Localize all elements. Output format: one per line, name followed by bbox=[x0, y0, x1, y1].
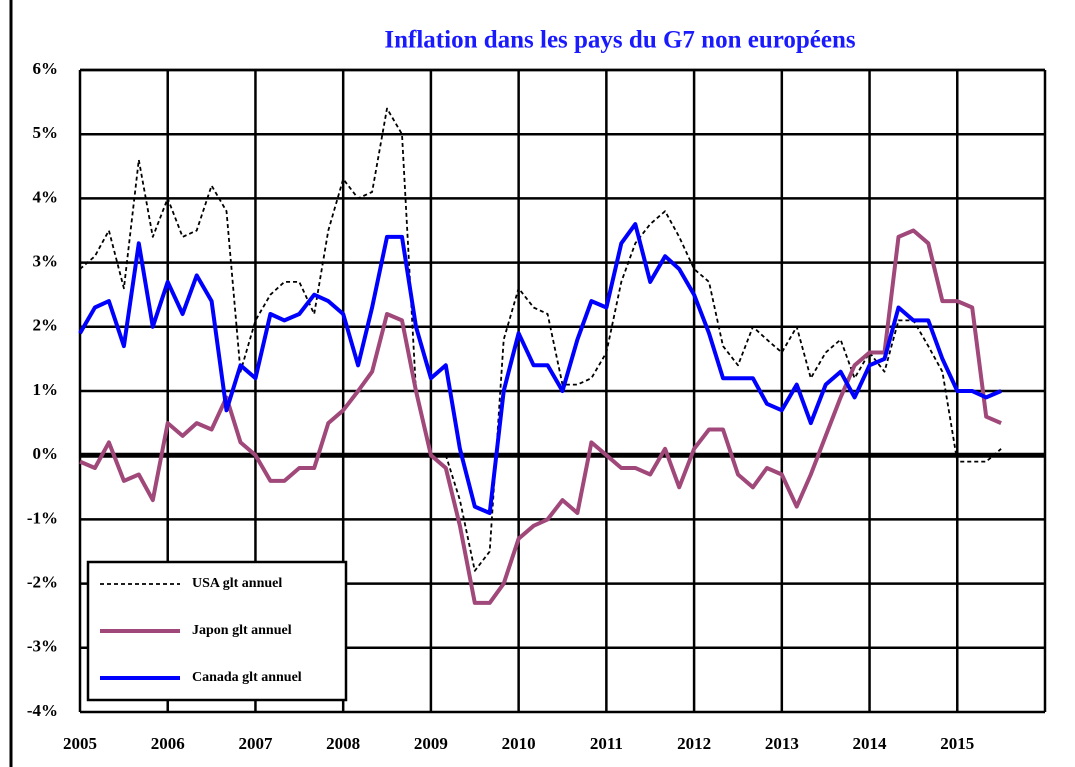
y-tick-label: 1% bbox=[33, 380, 59, 399]
legend-label: Japon glt annuel bbox=[192, 623, 292, 638]
lines bbox=[78, 107, 1002, 605]
y-tick-label: 5% bbox=[33, 123, 59, 142]
y-tick-label: -1% bbox=[27, 508, 58, 527]
x-tick-label: 2015 bbox=[940, 734, 974, 753]
x-tick-label: 2011 bbox=[590, 734, 623, 753]
y-tick-label: -4% bbox=[27, 701, 58, 720]
x-tick-label: 2006 bbox=[151, 734, 185, 753]
x-tick-label: 2007 bbox=[238, 734, 273, 753]
y-tick-label: 3% bbox=[33, 252, 59, 271]
x-tick-label: 2008 bbox=[326, 734, 360, 753]
y-tick-label: -2% bbox=[27, 573, 58, 592]
legend-label: Canada glt annuel bbox=[192, 670, 302, 685]
x-tick-label: 2009 bbox=[414, 734, 448, 753]
series-line bbox=[78, 222, 1002, 515]
series-line bbox=[79, 107, 1002, 572]
y-tick-label: -3% bbox=[27, 637, 58, 656]
legend-label: USA glt annuel bbox=[192, 576, 282, 591]
chart-title: Inflation dans les pays du G7 non europé… bbox=[384, 27, 855, 54]
y-tick-label: 0% bbox=[33, 444, 59, 463]
y-tick-label: 6% bbox=[33, 59, 59, 78]
y-tick-label: 2% bbox=[33, 316, 59, 335]
x-tick-label: 2005 bbox=[63, 734, 97, 753]
x-tick-label: 2013 bbox=[765, 734, 799, 753]
legend: USA glt annuel Japon glt annuel Canada glt… bbox=[86, 560, 348, 702]
y-tick-label: 4% bbox=[33, 187, 59, 206]
x-tick-label: 2012 bbox=[677, 734, 711, 753]
x-tick-label: 2014 bbox=[853, 734, 888, 753]
x-tick-label: 2010 bbox=[502, 734, 536, 753]
